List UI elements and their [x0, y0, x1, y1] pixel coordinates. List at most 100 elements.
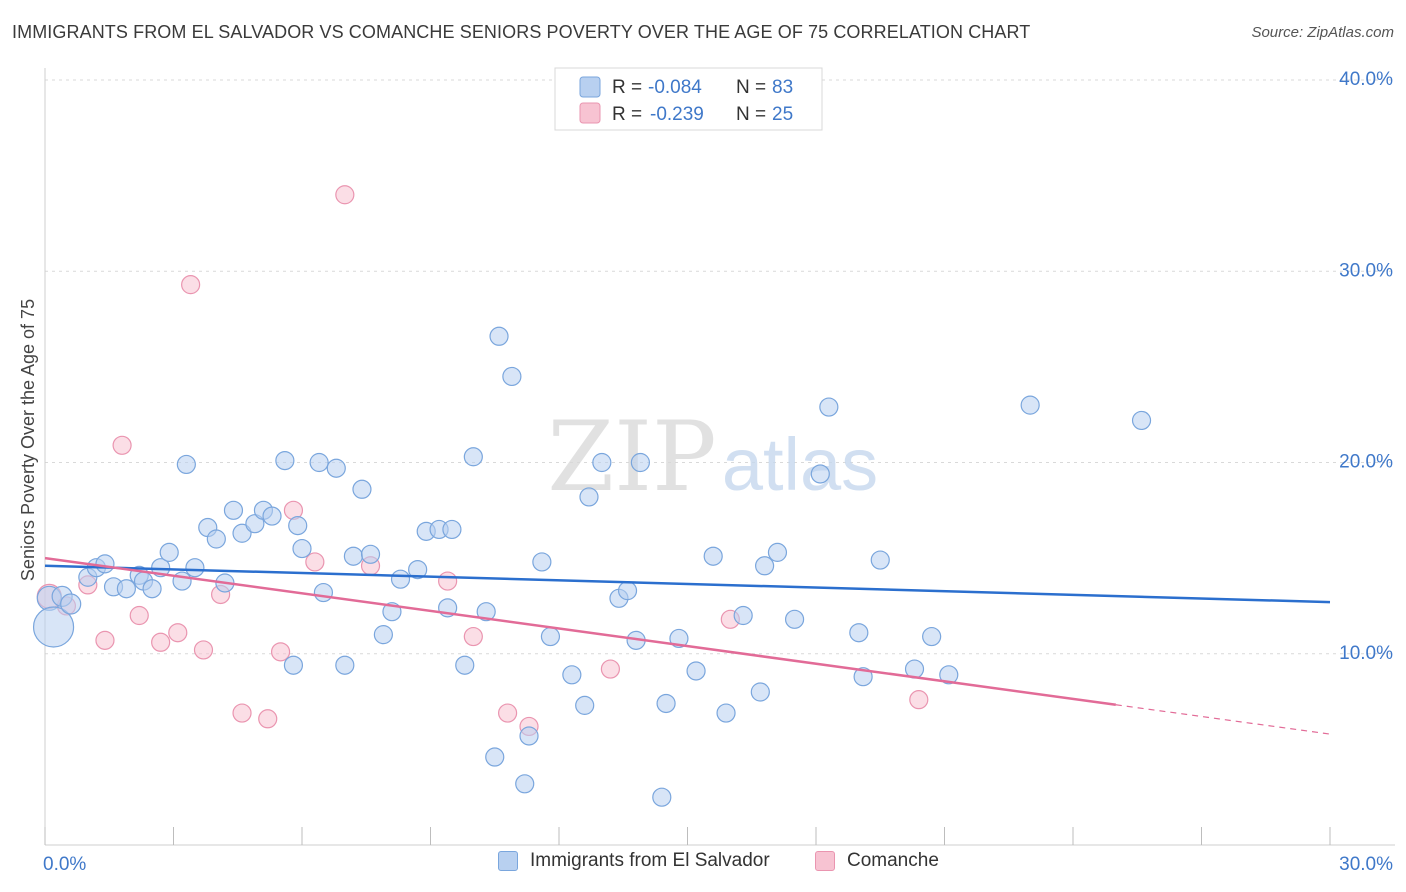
- data-point-comanche: [463, 626, 483, 647]
- legend-r-label-blue: R =: [612, 77, 642, 98]
- gridlines: [45, 79, 1395, 655]
- data-point-el-salvador: [32, 606, 75, 648]
- legend-n-value-pink: 25: [772, 104, 793, 125]
- data-point-el-salvador: [142, 579, 162, 599]
- y-tick-label: 10.0%: [1339, 643, 1393, 664]
- y-axis-label: Seniors Poverty Over the Age of 75: [18, 299, 38, 581]
- y-tick-label: 40.0%: [1339, 69, 1393, 90]
- data-point-el-salvador: [656, 693, 676, 714]
- data-point-el-salvador: [1131, 410, 1152, 431]
- legend-n-label-blue: N =: [736, 77, 766, 98]
- legend-swatch-pink: [579, 102, 601, 124]
- series-el-salvador-points: [32, 326, 1152, 807]
- data-point-comanche: [498, 703, 518, 723]
- data-point-el-salvador: [206, 529, 226, 549]
- data-point-el-salvador: [313, 582, 334, 603]
- data-point-el-salvador: [532, 552, 552, 572]
- data-point-el-salvador: [703, 546, 723, 566]
- data-point-el-salvador: [476, 602, 496, 622]
- legend-r-label-pink: R =: [612, 104, 642, 125]
- data-point-comanche: [232, 703, 252, 723]
- data-point-el-salvador: [686, 661, 706, 681]
- data-point-el-salvador: [652, 787, 672, 807]
- x-tick-label: 30.0%: [1339, 854, 1393, 875]
- trend-line-comanche-extension: [1115, 704, 1331, 735]
- data-point-comanche: [181, 275, 201, 295]
- data-point-comanche: [129, 605, 149, 626]
- trend-line-comanche: [44, 556, 1117, 706]
- data-point-el-salvador: [116, 579, 136, 599]
- data-point-comanche: [335, 185, 355, 205]
- legend-item-el-salvador: Immigrants from El Salvador: [498, 850, 770, 872]
- watermark-zip: ZIP: [547, 401, 716, 513]
- data-point-el-salvador: [223, 500, 244, 520]
- trend-line-el-salvador: [44, 564, 1331, 604]
- data-point-el-salvador: [939, 665, 959, 685]
- data-point-el-salvador: [390, 569, 411, 589]
- data-point-el-salvador: [185, 558, 205, 578]
- data-point-el-salvador: [733, 605, 753, 626]
- data-point-el-salvador: [335, 655, 355, 675]
- legend-label-el-salvador: Immigrants from El Salvador: [530, 850, 770, 871]
- data-point-el-salvador: [669, 628, 689, 649]
- data-point-el-salvador: [617, 581, 638, 601]
- watermark: ZIP atlas: [547, 401, 878, 513]
- data-point-el-salvador: [767, 542, 788, 562]
- data-point-el-salvador: [502, 366, 522, 387]
- data-point-comanche: [909, 690, 929, 710]
- data-point-el-salvador: [784, 609, 805, 629]
- legend-label-comanche: Comanche: [847, 850, 939, 871]
- data-point-el-salvador: [630, 452, 650, 473]
- data-point-el-salvador: [754, 556, 775, 576]
- data-point-el-salvador: [245, 514, 265, 534]
- data-point-el-salvador: [1020, 395, 1040, 415]
- data-point-el-salvador: [579, 487, 599, 507]
- tick-labels: 10.0% 20.0% 30.0% 40.0% 0.0% 30.0%: [43, 69, 1393, 875]
- data-point-el-salvador: [262, 506, 282, 526]
- data-point-comanche: [193, 640, 214, 660]
- y-tick-label: 20.0%: [1339, 452, 1393, 473]
- data-point-el-salvador: [232, 523, 252, 543]
- legend-r-value-blue: -0.084: [648, 77, 702, 98]
- legend-swatch-el-salvador: [498, 851, 518, 871]
- legend-swatch-blue: [579, 76, 601, 98]
- data-point-el-salvador: [343, 546, 363, 566]
- data-point-el-salvador: [540, 626, 561, 647]
- data-point-comanche: [168, 623, 188, 643]
- y-tick-label: 30.0%: [1339, 260, 1393, 281]
- data-point-el-salvador: [442, 519, 462, 540]
- data-point-el-salvador: [283, 655, 304, 675]
- source-note: Source: ZipAtlas.com: [1251, 24, 1394, 41]
- data-point-el-salvador: [309, 452, 329, 473]
- data-point-el-salvador: [485, 747, 505, 767]
- data-point-el-salvador: [373, 625, 393, 645]
- data-point-el-salvador: [515, 774, 535, 794]
- legend-stats: R = -0.084 N = 83 R = -0.239 N = 25: [554, 67, 823, 131]
- data-point-el-salvador: [326, 458, 346, 478]
- data-point-el-salvador: [849, 623, 869, 643]
- watermark-atlas: atlas: [722, 423, 878, 506]
- data-point-el-salvador: [562, 665, 582, 685]
- data-point-el-salvador: [853, 667, 873, 687]
- data-point-el-salvador: [750, 682, 770, 702]
- data-point-comanche: [258, 709, 278, 729]
- data-point-el-salvador: [819, 397, 839, 417]
- data-point-el-salvador: [352, 479, 372, 499]
- data-point-comanche: [151, 632, 171, 652]
- data-point-el-salvador: [455, 655, 475, 675]
- data-point-el-salvador: [489, 326, 509, 346]
- data-point-comanche: [438, 571, 458, 591]
- data-point-comanche: [600, 659, 621, 679]
- data-point-el-salvador: [176, 454, 196, 475]
- data-point-el-salvador: [810, 464, 830, 484]
- data-point-comanche: [112, 435, 132, 455]
- data-point-el-salvador: [463, 447, 483, 467]
- data-point-el-salvador: [575, 695, 595, 715]
- trend-lines: [44, 556, 1331, 735]
- data-point-el-salvador: [592, 452, 612, 473]
- legend-r-value-pink: -0.239: [650, 104, 704, 125]
- data-point-comanche: [305, 552, 325, 572]
- data-point-el-salvador: [360, 544, 381, 564]
- chart-title: IMMIGRANTS FROM EL SALVADOR VS COMANCHE …: [12, 22, 1031, 42]
